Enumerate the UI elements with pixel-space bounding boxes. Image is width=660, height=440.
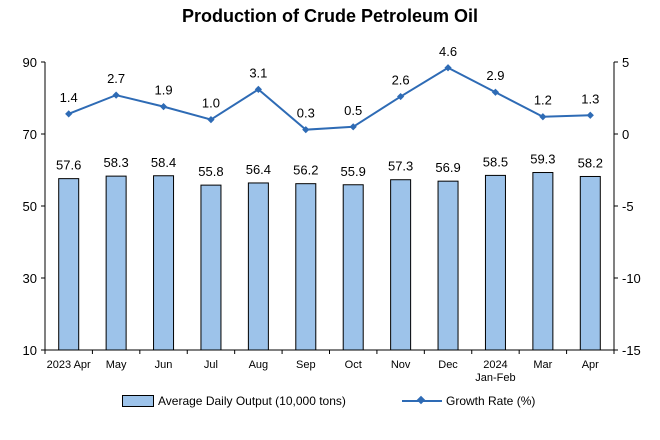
bar-value-label: 56.2 <box>293 163 318 178</box>
line-series <box>65 64 594 134</box>
bar-value-label: 55.8 <box>198 164 223 179</box>
x-axis-tick-label: Oct <box>345 359 362 371</box>
bar <box>105 175 127 351</box>
growth-rate-label: 2.9 <box>486 68 504 83</box>
right-axis-tick-label: 5 <box>622 55 629 70</box>
growth-rate-point <box>159 103 168 111</box>
bar-value-label: 58.2 <box>578 155 603 170</box>
x-axis-tick-label: 2024 <box>483 359 507 371</box>
bar <box>390 179 412 351</box>
legend-line-swatch <box>402 396 442 406</box>
data-labels: 57.6 58.3 58.4 55.8 56.4 56.2 55.9 57.3 56.9 58.5… <box>56 44 603 179</box>
bar <box>342 184 364 351</box>
bar <box>484 174 506 351</box>
growth-rate-label: 3.1 <box>249 65 267 80</box>
axes: 10 30 50 70 90 -15 -10 -5 0 5 2023 Apr May Jun Jul Aug… <box>23 55 641 384</box>
bar-value-label: 57.6 <box>56 158 81 173</box>
legend: Average Daily Output (10,000 tons) Growt… <box>0 394 660 414</box>
bar <box>58 178 80 351</box>
legend-label-bar: Average Daily Output (10,000 tons) <box>158 394 346 408</box>
growth-rate-line <box>68 66 591 131</box>
bar <box>579 175 601 351</box>
growth-rate-point <box>302 126 310 134</box>
x-axis-tick-label: 2023 Apr <box>47 359 91 371</box>
bar-value-label: 57.3 <box>388 159 413 174</box>
growth-rate-point <box>586 111 594 119</box>
growth-rate-label: 2.7 <box>107 71 125 86</box>
legend-bar-swatch <box>122 395 154 407</box>
x-axis-tick-label: Sep <box>296 359 316 371</box>
bar <box>153 175 175 351</box>
bar-value-label: 59.3 <box>530 152 555 167</box>
legend-item-line: Growth Rate (%) <box>402 394 535 408</box>
bar-value-label: 56.4 <box>246 162 271 177</box>
growth-rate-point <box>444 64 452 72</box>
growth-rate-label: 1.4 <box>60 90 78 105</box>
growth-rate-label: 0.3 <box>297 106 315 121</box>
growth-rate-label: 4.6 <box>439 44 457 59</box>
bar <box>437 180 459 351</box>
growth-rate-point <box>349 123 357 131</box>
bar <box>247 182 269 351</box>
bar <box>295 183 317 351</box>
left-axis-tick-label: 50 <box>23 199 37 214</box>
bar-value-label: 55.9 <box>341 164 366 179</box>
right-axis-tick-label: -15 <box>622 343 641 358</box>
bar-value-label: 58.4 <box>151 155 176 170</box>
bar <box>532 172 554 351</box>
x-axis-tick-label: Aug <box>249 359 269 371</box>
growth-rate-label: 2.6 <box>392 73 410 88</box>
x-axis-tick-label: Dec <box>438 359 458 371</box>
growth-rate-point <box>207 116 215 124</box>
growth-rate-label: 1.3 <box>581 91 599 106</box>
growth-rate-label: 0.5 <box>344 103 362 118</box>
growth-rate-point <box>539 113 547 121</box>
right-axis-tick-label: -5 <box>622 199 634 214</box>
x-axis-tick-label: May <box>106 359 127 371</box>
x-axis-tick-label: Apr <box>582 359 599 371</box>
x-axis-tick-label: Mar <box>533 359 552 371</box>
legend-label-line: Growth Rate (%) <box>446 394 536 408</box>
x-axis-tick-label: Jul <box>204 359 218 371</box>
right-axis-tick-label: 0 <box>622 127 629 142</box>
x-axis-tick-label: Jun <box>155 359 173 371</box>
growth-rate-point <box>397 92 405 101</box>
left-axis-tick-label: 70 <box>23 127 37 142</box>
bar-series <box>58 172 601 351</box>
growth-rate-point <box>254 85 262 93</box>
growth-rate-label: 1.2 <box>534 93 552 108</box>
x-axis-tick-label: Jan-Feb <box>475 372 515 384</box>
chart-title: Production of Crude Petroleum Oil <box>181 6 478 26</box>
growth-rate-point <box>65 110 73 118</box>
growth-rate-label: 1.0 <box>202 96 220 111</box>
bar-value-label: 58.5 <box>483 154 508 169</box>
legend-item-bar: Average Daily Output (10,000 tons) <box>122 394 346 408</box>
bar-value-label: 56.9 <box>435 160 460 175</box>
left-axis-tick-label: 10 <box>23 343 37 358</box>
growth-rate-point <box>491 88 500 96</box>
right-axis-tick-label: -10 <box>622 271 641 286</box>
x-axis-tick-label: Nov <box>391 359 411 371</box>
left-axis-tick-label: 90 <box>23 55 37 70</box>
growth-rate-point <box>112 91 120 99</box>
bar-value-label: 58.3 <box>103 155 128 170</box>
growth-rate-label: 1.9 <box>155 83 173 98</box>
left-axis-tick-label: 30 <box>23 271 37 286</box>
bar <box>200 184 222 351</box>
